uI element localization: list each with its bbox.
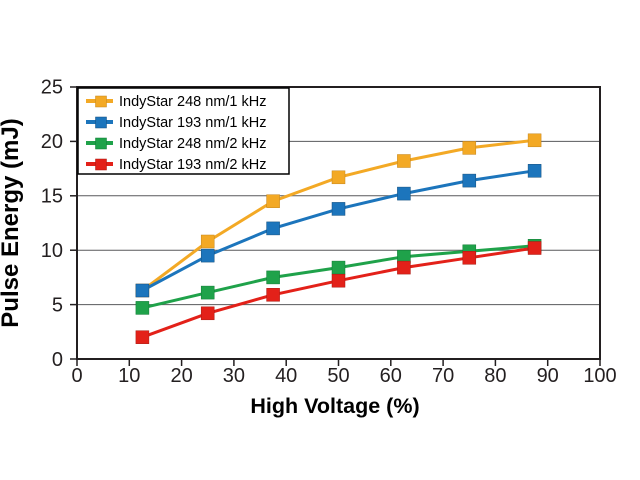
svg-text:High Voltage (%): High Voltage (%)	[250, 394, 419, 418]
svg-text:90: 90	[537, 365, 559, 387]
svg-text:Pulse Energy (mJ): Pulse Energy (mJ)	[0, 118, 24, 327]
svg-text:0: 0	[71, 365, 82, 387]
svg-text:10: 10	[41, 240, 63, 262]
svg-text:15: 15	[41, 186, 63, 208]
svg-text:20: 20	[41, 131, 63, 153]
svg-text:5: 5	[52, 295, 63, 317]
svg-text:0: 0	[52, 349, 63, 371]
svg-text:IndyStar 193 nm/1 kHz: IndyStar 193 nm/1 kHz	[119, 115, 267, 131]
svg-text:25: 25	[41, 77, 63, 99]
svg-text:IndyStar 248 nm/1 kHz: IndyStar 248 nm/1 kHz	[119, 94, 267, 110]
svg-text:50: 50	[327, 365, 349, 387]
svg-text:10: 10	[118, 365, 140, 387]
svg-text:70: 70	[432, 365, 454, 387]
svg-text:20: 20	[170, 365, 192, 387]
svg-text:60: 60	[380, 365, 402, 387]
svg-text:80: 80	[484, 365, 506, 387]
svg-text:100: 100	[583, 365, 616, 387]
svg-text:IndyStar 248 nm/2 kHz: IndyStar 248 nm/2 kHz	[119, 136, 267, 152]
svg-text:40: 40	[275, 365, 297, 387]
svg-text:30: 30	[223, 365, 245, 387]
svg-text:IndyStar 193 nm/2 kHz: IndyStar 193 nm/2 kHz	[119, 157, 267, 173]
